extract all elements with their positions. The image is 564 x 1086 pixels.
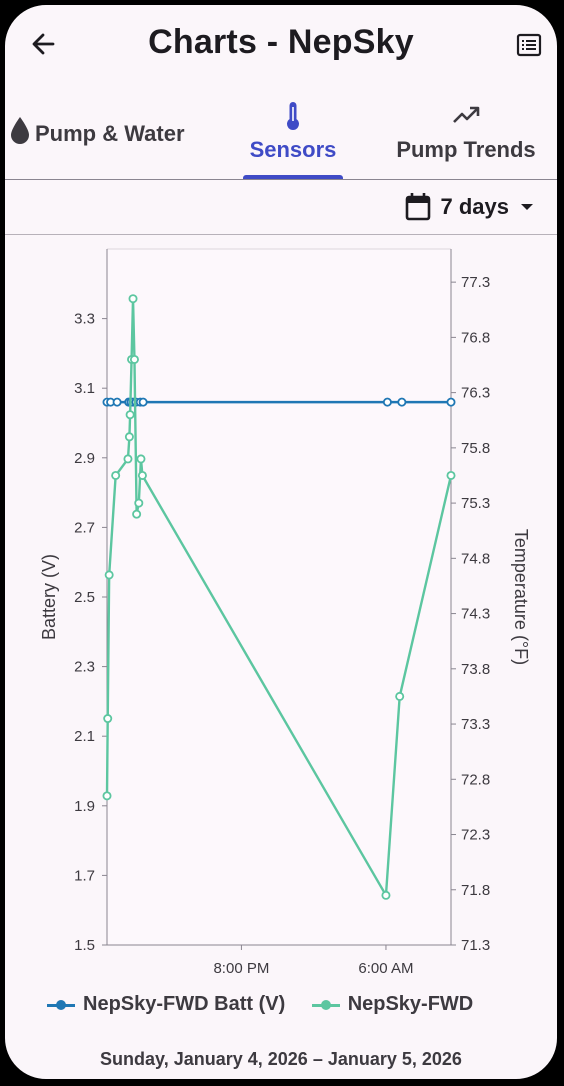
tab-label: Pump & Water bbox=[35, 121, 185, 146]
right-tick-label: 75.3 bbox=[461, 495, 490, 512]
data-point-battery bbox=[397, 397, 407, 407]
right-tick-label: 75.8 bbox=[461, 440, 490, 457]
chart-legend: NepSky-FWD Batt (V) NepSky-FWD bbox=[47, 993, 547, 1025]
page-title: Charts - NepSky bbox=[148, 23, 414, 61]
right-axis-title: Temperature (°F) bbox=[511, 529, 531, 665]
right-tick-label: 74.8 bbox=[461, 550, 490, 567]
x-tick-label: 8:00 PM bbox=[213, 960, 269, 975]
data-point-battery bbox=[112, 397, 122, 407]
tabs-divider bbox=[5, 179, 557, 180]
legend-item-battery[interactable]: NepSky-FWD Batt (V) bbox=[47, 993, 285, 1016]
legend-marker bbox=[311, 998, 340, 1012]
range-selector[interactable]: 7 days bbox=[405, 189, 538, 225]
right-tick-label: 76.3 bbox=[461, 385, 490, 402]
trending-up-icon bbox=[453, 106, 480, 123]
left-tick-label: 2.7 bbox=[74, 519, 95, 536]
data-point-temperature bbox=[104, 570, 114, 580]
water-drop-icon bbox=[11, 117, 29, 144]
left-tick-label: 2.5 bbox=[74, 589, 95, 606]
left-tick-label: 2.3 bbox=[74, 659, 95, 676]
left-tick-label: 3.1 bbox=[74, 380, 95, 397]
left-axis-title: Battery (V) bbox=[39, 554, 59, 640]
right-tick-label: 72.3 bbox=[461, 827, 490, 844]
tab-label: Sensors bbox=[249, 137, 337, 162]
right-tick-label: 71.8 bbox=[461, 882, 490, 899]
x-tick-label: 6:00 AM bbox=[358, 960, 413, 975]
data-point-temperature bbox=[128, 294, 138, 304]
left-tick-label: 2.9 bbox=[74, 450, 95, 467]
legend-item-temperature[interactable]: NepSky-FWD bbox=[311, 993, 474, 1016]
data-point-temperature bbox=[132, 509, 142, 519]
back-button[interactable] bbox=[27, 27, 61, 61]
legend-label: NepSky-FWD Batt (V) bbox=[83, 993, 286, 1015]
arrow-left-icon bbox=[32, 33, 55, 55]
data-point-temperature bbox=[137, 470, 147, 480]
sensor-chart: 1.5 1.7 1.9 2.1 2.3 2.5 2.7 2.9 3.1 3.3 71.3 71.8 72… bbox=[5, 235, 557, 975]
date-range-label: Sunday, January 4, 2026 – January 5, 202… bbox=[100, 1049, 462, 1069]
right-tick-label: 73.8 bbox=[461, 661, 490, 678]
left-tick-label: 1.7 bbox=[74, 867, 95, 884]
data-point-battery bbox=[382, 397, 392, 407]
right-tick-label: 71.3 bbox=[461, 937, 490, 954]
caret-down-icon bbox=[521, 204, 533, 210]
legend-label: NepSky-FWD bbox=[347, 993, 474, 1015]
tab-label: Pump Trends bbox=[396, 137, 536, 162]
right-tick-label: 77.3 bbox=[461, 274, 490, 291]
data-point-temperature bbox=[381, 890, 391, 900]
range-divider bbox=[5, 234, 557, 235]
active-tab-indicator bbox=[243, 175, 343, 180]
data-point-temperature bbox=[102, 791, 112, 801]
left-tick-label: 2.1 bbox=[74, 728, 95, 745]
data-point-temperature bbox=[136, 454, 146, 464]
app-header: Charts - NepSky bbox=[5, 5, 557, 87]
range-label: 7 days bbox=[440, 194, 510, 219]
data-point-battery bbox=[446, 397, 456, 407]
data-point-temperature bbox=[129, 354, 139, 364]
thermometer-icon bbox=[287, 102, 299, 130]
plot-background bbox=[107, 249, 451, 945]
chart-svg: 1.5 1.7 1.9 2.1 2.3 2.5 2.7 2.9 3.1 3.3 71.3 71.8 72… bbox=[39, 248, 531, 975]
data-point-temperature bbox=[125, 410, 135, 420]
list-view-button[interactable] bbox=[515, 31, 543, 59]
left-tick-label: 1.5 bbox=[74, 937, 95, 954]
tab-pump-trends[interactable]: Pump Trends bbox=[381, 93, 551, 181]
left-tick-label: 3.3 bbox=[74, 311, 95, 328]
right-tick-label: 76.8 bbox=[461, 329, 490, 346]
data-point-battery bbox=[138, 397, 148, 407]
data-point-temperature bbox=[124, 432, 134, 442]
tab-sensors[interactable]: Sensors bbox=[237, 93, 349, 181]
data-point-temperature bbox=[103, 714, 113, 724]
legend-marker bbox=[47, 998, 75, 1012]
right-tick-label: 72.8 bbox=[461, 771, 490, 788]
range-bar: 7 days bbox=[5, 181, 557, 235]
data-point-temperature bbox=[134, 498, 144, 508]
data-point-temperature bbox=[395, 691, 405, 701]
right-tick-label: 74.3 bbox=[461, 606, 490, 623]
calendar-icon bbox=[405, 193, 430, 221]
list-icon bbox=[516, 33, 542, 57]
chart-tabs: Pump & Water Sensors Pump Trends bbox=[5, 93, 557, 181]
data-point-temperature bbox=[123, 454, 133, 464]
tab-pump-water[interactable]: Pump & Water bbox=[5, 93, 209, 181]
left-tick-label: 1.9 bbox=[74, 798, 95, 815]
right-tick-label: 73.3 bbox=[461, 716, 490, 733]
data-point-temperature bbox=[446, 470, 456, 480]
data-point-temperature bbox=[111, 470, 121, 480]
